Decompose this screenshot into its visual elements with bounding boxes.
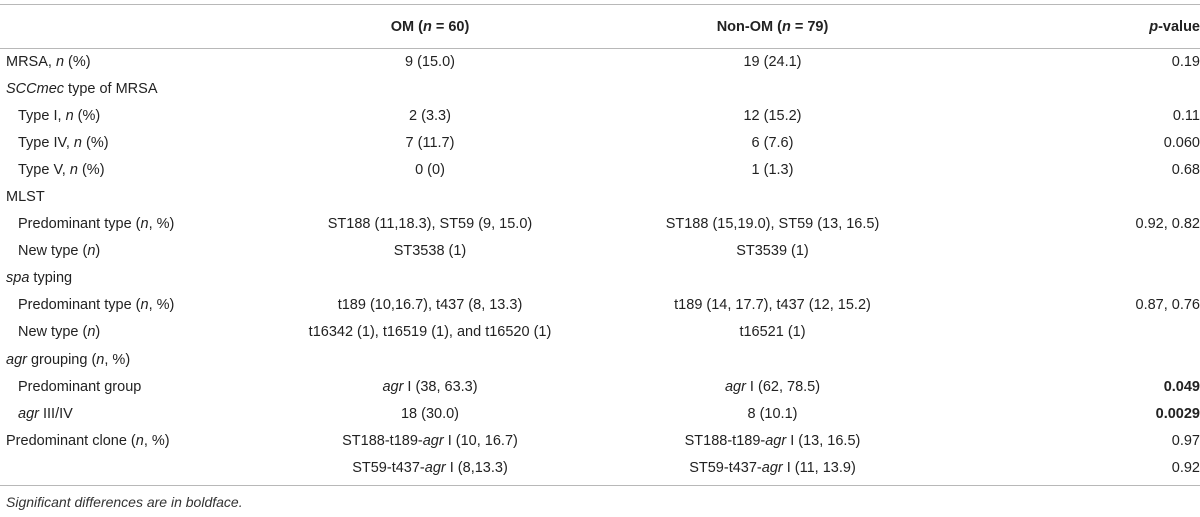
header-blank	[0, 5, 260, 48]
table-row: Predominant type (n, %) t189 (10,16.7), …	[0, 292, 1200, 319]
cell-om: ST188 (11,18.3), ST59 (9, 15.0)	[327, 216, 533, 233]
cell-p: 0.060	[1163, 134, 1200, 151]
cell-p: 0.92	[1171, 459, 1200, 476]
header-om: OM (n = 60)	[390, 18, 470, 35]
cell-om: agr I (38, 63.3)	[382, 378, 478, 395]
row-label: Predominant group	[18, 378, 142, 395]
table-row: ST59-t437-agr I (8,13.3) ST59-t437-agr I…	[0, 454, 1200, 481]
table-row: Predominant group agr I (38, 63.3) agr I…	[0, 373, 1200, 400]
table-row: Predominant type (n, %) ST188 (11,18.3),…	[0, 211, 1200, 238]
row-label: Type V, n (%)	[18, 161, 105, 178]
cell-non-om: agr I (62, 78.5)	[724, 378, 821, 395]
cell-p: 0.68	[1171, 161, 1200, 178]
section-label: spa typing	[6, 270, 73, 287]
table-row: New type (n) t16342 (1), t16519 (1), and…	[0, 319, 1200, 346]
row-label: Type IV, n (%)	[18, 134, 109, 151]
cell-p	[945, 319, 1200, 346]
cell-p: 0.049	[1163, 378, 1200, 395]
section-label: MLST	[6, 189, 45, 206]
cell-p: 0.92, 0.82	[1135, 216, 1200, 233]
table-row: spa typing	[0, 265, 1200, 292]
data-table: OM (n = 60) Non-OM (n = 79) p-value MRSA…	[0, 5, 1200, 482]
cell-p: 0.19	[1171, 53, 1200, 70]
header-p-value: p-value	[1149, 18, 1200, 35]
table-row: Type I, n (%) 2 (3.3) 12 (15.2) 0.11	[0, 102, 1200, 129]
cell-p	[945, 238, 1200, 265]
header-non-om: Non-OM (n = 79)	[716, 18, 829, 35]
cell-non-om: t189 (14, 17.7), t437 (12, 15.2)	[674, 297, 871, 314]
cell-non-om: ST59-t437-agr I (11, 13.9)	[689, 459, 856, 476]
table-row: SCCmec type of MRSA	[0, 75, 1200, 102]
cell-non-om: ST3539 (1)	[736, 243, 809, 260]
cell-om: 7 (11.7)	[405, 134, 455, 151]
header-row: OM (n = 60) Non-OM (n = 79) p-value	[0, 5, 1200, 48]
cell-non-om: 6 (7.6)	[751, 134, 794, 151]
table-row: Predominant clone (n, %) ST188-t189-agr …	[0, 427, 1200, 454]
table-row: MRSA, n (%) 9 (15.0) 19 (24.1) 0.19	[0, 48, 1200, 75]
row-label: MRSA, n (%)	[6, 53, 91, 70]
row-label: Type I, n (%)	[18, 107, 101, 124]
cell-om: 9 (15.0)	[405, 53, 455, 70]
table-bottom-rule	[0, 485, 1200, 486]
table-row: Type V, n (%) 0 (0) 1 (1.3) 0.68	[0, 156, 1200, 183]
row-label: agr III/IV	[18, 405, 73, 422]
cell-non-om: ST188 (15,19.0), ST59 (13, 16.5)	[665, 216, 880, 233]
table-row: New type (n) ST3538 (1) ST3539 (1)	[0, 238, 1200, 265]
cell-non-om: 12 (15.2)	[743, 107, 802, 124]
cell-om: ST59-t437-agr I (8,13.3)	[352, 459, 508, 476]
table-row: agr grouping (n, %)	[0, 346, 1200, 373]
cell-om: t189 (10,16.7), t437 (8, 13.3)	[337, 297, 523, 314]
row-label: Predominant type (n, %)	[18, 216, 175, 233]
cell-om: 18 (30.0)	[400, 405, 460, 422]
cell-om: ST188-t189-agr I (10, 16.7)	[342, 432, 518, 449]
cell-om: t16342 (1), t16519 (1), and t16520 (1)	[308, 324, 552, 341]
cell-non-om: ST188-t189-agr I (13, 16.5)	[684, 432, 861, 449]
section-label: agr grouping (n, %)	[6, 351, 131, 368]
cell-om: 2 (3.3)	[409, 107, 451, 124]
row-label	[0, 454, 260, 481]
table-footnote: Significant differences are in boldface.	[6, 494, 243, 510]
table-row: MLST	[0, 183, 1200, 210]
cell-non-om: t16521 (1)	[739, 324, 806, 341]
cell-non-om: 1 (1.3)	[751, 161, 794, 178]
row-label: Predominant clone (n, %)	[6, 432, 170, 449]
table-row: agr III/IV 18 (30.0) 8 (10.1) 0.0029	[0, 400, 1200, 427]
cell-om: ST3538 (1)	[393, 243, 467, 260]
row-label: New type (n)	[18, 243, 101, 260]
cell-p: 0.97	[1171, 432, 1200, 449]
table-row: Type IV, n (%) 7 (11.7) 6 (7.6) 0.060	[0, 129, 1200, 156]
cell-p: 0.0029	[1155, 405, 1200, 422]
cell-p: 0.11	[1172, 107, 1200, 124]
cell-p: 0.87, 0.76	[1135, 297, 1200, 314]
cell-non-om: 8 (10.1)	[747, 405, 798, 422]
row-label: Predominant type (n, %)	[18, 297, 175, 314]
table-top-rule	[0, 4, 1200, 5]
row-label: New type (n)	[18, 324, 101, 341]
cell-non-om: 19 (24.1)	[743, 53, 802, 70]
table-header-rule	[0, 48, 1200, 49]
cell-om: 0 (0)	[415, 161, 445, 178]
section-label: SCCmec type of MRSA	[6, 80, 158, 97]
